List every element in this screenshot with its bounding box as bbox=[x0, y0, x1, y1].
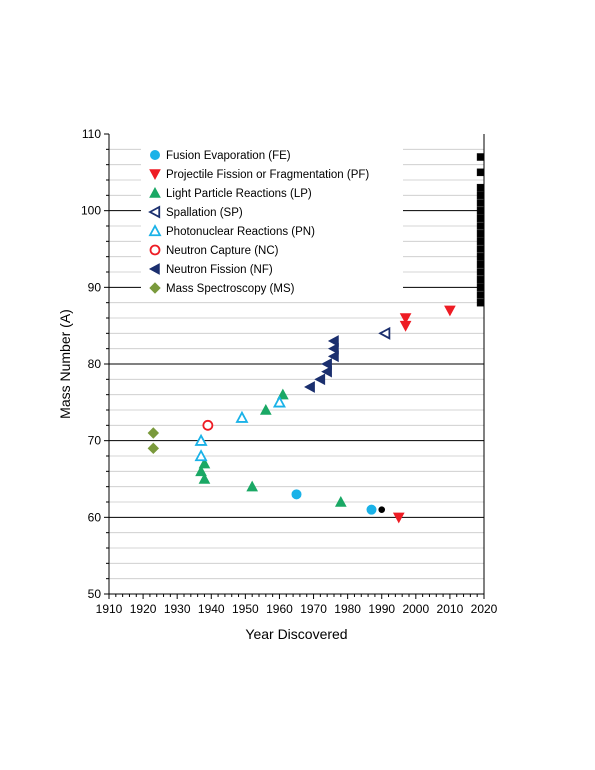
x-tick-label: 1980 bbox=[334, 602, 361, 616]
legend-marker-projectile-fission-or-fragmentation-pf bbox=[149, 169, 161, 181]
legend-marker-mass-spectroscopy-ms bbox=[149, 282, 161, 294]
y-tick-label: 100 bbox=[81, 204, 101, 218]
legend-marker-neutron-fission-nf bbox=[148, 263, 160, 275]
legend-marker-neutron-capture-nc bbox=[149, 244, 161, 256]
data-point-neutron-fission-nf bbox=[314, 373, 326, 386]
data-point-neutron-fission-nf bbox=[327, 350, 339, 363]
data-point-light-particle-reactions-lp bbox=[198, 472, 211, 484]
legend-label-light-particle-reactions-lp: Light Particle Reactions (LP) bbox=[166, 188, 312, 200]
x-tick-label: 2020 bbox=[471, 602, 498, 616]
y-tick-label: 110 bbox=[82, 127, 101, 141]
data-point-unlabeled-square bbox=[476, 214, 485, 223]
data-point-light-particle-reactions-lp bbox=[334, 495, 347, 507]
legend: Fusion Evaporation (FE) Projectile Fissio… bbox=[141, 140, 403, 300]
x-tick-label: 1960 bbox=[266, 602, 293, 616]
data-point-unlabeled-square bbox=[476, 191, 485, 200]
data-point-unlabeled-square bbox=[476, 260, 485, 269]
data-point-light-particle-reactions-lp bbox=[246, 480, 259, 492]
legend-label-neutron-fission-nf: Neutron Fission (NF) bbox=[166, 264, 273, 276]
legend-label-projectile-fission-or-fragmentation-pf: Projectile Fission or Fragmentation (PF) bbox=[166, 169, 369, 181]
data-point-unlabeled-square bbox=[476, 183, 485, 192]
data-point-neutron-fission-nf bbox=[304, 381, 315, 393]
data-marks bbox=[147, 153, 485, 524]
x-tick-label: 1920 bbox=[130, 602, 157, 616]
data-point-unlabeled-square bbox=[476, 222, 485, 230]
legend-label-fusion-evaporation-fe: Fusion Evaporation (FE) bbox=[166, 150, 291, 162]
data-point-fusion-evaporation-fe bbox=[291, 489, 302, 500]
data-point-mass-spectroscopy-ms bbox=[147, 442, 160, 455]
data-point-unlabeled-square bbox=[476, 245, 485, 253]
legend-marker-fusion-evaporation-fe bbox=[150, 150, 160, 160]
x-tick-label: 1970 bbox=[300, 602, 327, 616]
y-axis-title: Mass Number (A) bbox=[57, 309, 73, 419]
data-point-unlabeled-square bbox=[476, 168, 485, 177]
data-point-unlabeled-square bbox=[476, 199, 485, 207]
legend-background bbox=[141, 140, 403, 300]
ticks: 50 60 70 80 90 100 110 1910 1920 1930 1940 1950 1960… bbox=[81, 127, 498, 616]
data-point-light-particle-reactions-lp bbox=[277, 388, 289, 400]
data-point-projectile-fission-or-fragmentation-pf bbox=[444, 305, 456, 317]
data-point-unlabeled-square bbox=[476, 275, 485, 284]
data-point-unlabeled-square bbox=[476, 298, 485, 307]
x-tick-label: 2010 bbox=[437, 602, 464, 616]
data-point-photonuclear-reactions-pn bbox=[194, 449, 208, 462]
data-point-spallation-sp bbox=[378, 326, 391, 340]
data-point-unlabeled-square bbox=[476, 252, 485, 261]
data-point-unlabeled-square bbox=[476, 237, 485, 246]
legend-marker-light-particle-reactions-lp bbox=[149, 186, 161, 198]
x-tick-label: 1990 bbox=[368, 602, 395, 616]
data-point-neutron-fission-nf bbox=[327, 335, 339, 347]
x-tick-label: 1910 bbox=[96, 602, 123, 616]
y-tick-label: 50 bbox=[88, 587, 102, 601]
data-point-light-particle-reactions-lp bbox=[198, 457, 211, 469]
data-point-photonuclear-reactions-pn bbox=[272, 395, 286, 408]
legend-label-neutron-capture-nc: Neutron Capture (NC) bbox=[166, 245, 279, 257]
data-point-light-particle-reactions-lp bbox=[195, 465, 207, 477]
x-tick-label: 1950 bbox=[232, 602, 259, 616]
data-point-photonuclear-reactions-pn bbox=[194, 433, 208, 446]
data-point-photonuclear-reactions-pn bbox=[235, 410, 249, 423]
legend-label-photonuclear-reactions-pn: Photonuclear Reactions (PN) bbox=[166, 226, 315, 238]
x-tick-label: 1940 bbox=[198, 602, 225, 616]
legend-marker-spallation-sp bbox=[148, 205, 161, 219]
y-tick-label: 80 bbox=[88, 357, 102, 371]
data-point-projectile-fission-or-fragmentation-pf bbox=[392, 512, 405, 524]
data-point-unlabeled-square bbox=[476, 206, 485, 215]
x-tick-label: 2000 bbox=[402, 602, 429, 616]
data-point-unlabeled-square bbox=[476, 283, 485, 292]
data-point-neutron-fission-nf bbox=[327, 342, 339, 355]
data-point-neutron-fission-nf bbox=[321, 358, 332, 370]
data-point-projectile-fission-or-fragmentation-pf bbox=[399, 313, 412, 325]
legend-label-spallation-sp: Spallation (SP) bbox=[166, 207, 243, 219]
data-point-unlabeled-square bbox=[476, 153, 485, 161]
data-point-unlabeled-circle-small bbox=[378, 506, 386, 513]
x-axis-title: Year Discovered bbox=[245, 626, 347, 642]
data-point-unlabeled-square bbox=[476, 291, 485, 299]
y-tick-label: 90 bbox=[88, 280, 102, 294]
data-point-fusion-evaporation-fe bbox=[366, 504, 377, 515]
data-point-neutron-capture-nc bbox=[202, 419, 214, 431]
data-point-unlabeled-square bbox=[476, 229, 485, 238]
legend-marker-photonuclear-reactions-pn bbox=[148, 224, 162, 237]
legend-label-mass-spectroscopy-ms: Mass Spectroscopy (MS) bbox=[166, 283, 295, 295]
x-tick-label: 1930 bbox=[164, 602, 191, 616]
y-tick-label: 70 bbox=[88, 434, 102, 448]
data-point-neutron-fission-nf bbox=[321, 365, 332, 378]
y-tick-label: 60 bbox=[88, 510, 102, 524]
data-point-unlabeled-square bbox=[476, 268, 485, 276]
data-point-light-particle-reactions-lp bbox=[259, 403, 272, 415]
data-point-mass-spectroscopy-ms bbox=[147, 427, 160, 439]
